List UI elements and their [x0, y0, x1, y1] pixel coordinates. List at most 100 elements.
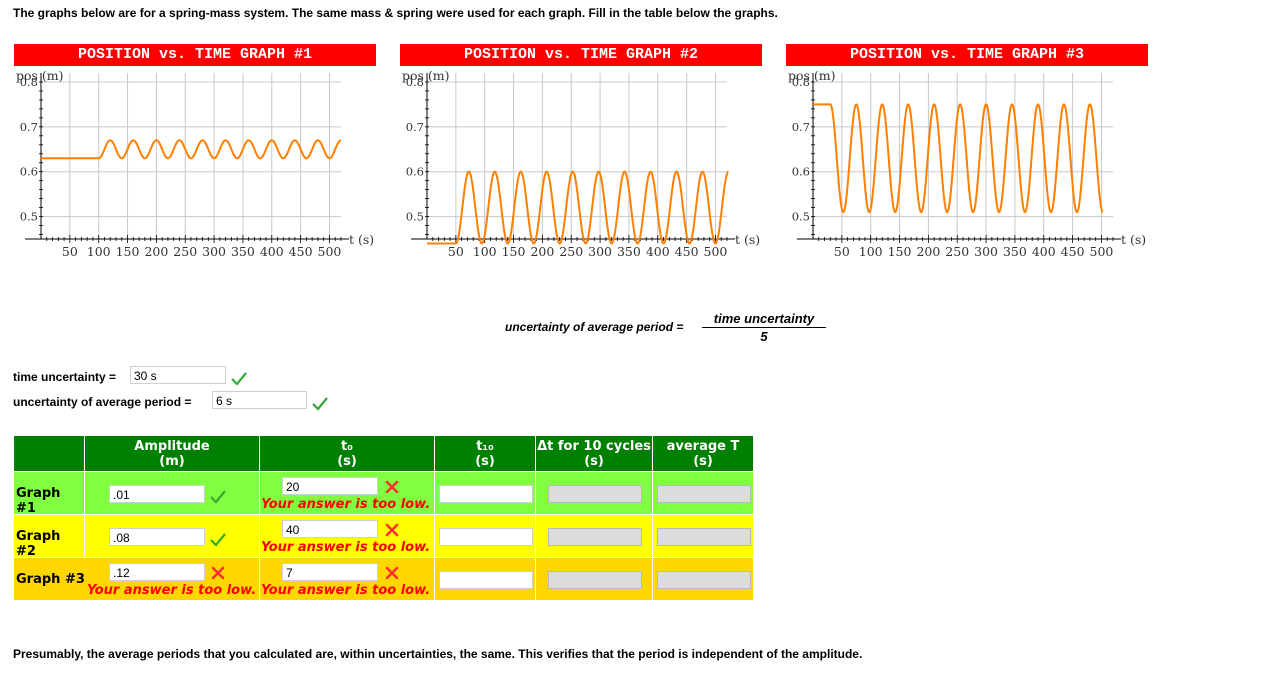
- x-tick-label: 50: [448, 244, 464, 259]
- average-t-cell: [652, 514, 754, 558]
- x-tick-label: 200: [530, 244, 554, 259]
- x-tick-label: 500: [1090, 244, 1114, 259]
- y-tick-label: 0.6: [20, 165, 38, 179]
- x-tick-label: 50: [62, 244, 78, 259]
- graph-title: POSITION vs. TIME GRAPH #2: [400, 44, 762, 66]
- x-tick-label: 450: [1061, 244, 1085, 259]
- average-t-output: [657, 528, 751, 546]
- y-axis-label: pos (m): [402, 68, 450, 83]
- y-tick-label: 0.8: [20, 75, 38, 89]
- outro-text: Presumably, the average periods that you…: [13, 647, 863, 661]
- average-t-cell: [652, 557, 754, 601]
- x-axis-label: t (s): [349, 232, 374, 247]
- cross-icon: [385, 523, 399, 537]
- t0-input[interactable]: 40: [282, 520, 378, 538]
- row-label: Graph #3: [16, 572, 85, 587]
- x-tick-label: 150: [502, 244, 526, 259]
- x-tick-label: 350: [1003, 244, 1027, 259]
- y-tick-label: 0.5: [406, 210, 424, 224]
- results-table: Amplitude (m) t₀ (s) t₁₀ (s) Δt for 10 c…: [13, 435, 754, 601]
- formula-lhs: uncertainty of average period =: [505, 320, 684, 334]
- y-axis-label: pos (m): [16, 68, 64, 83]
- y-tick-label: 0.5: [20, 210, 38, 224]
- header-average-t-label: average T: [666, 438, 740, 454]
- amplitude-input[interactable]: .12: [109, 563, 205, 581]
- header-t0-unit: (s): [337, 453, 357, 469]
- graph-plot: 50 100 150 200 250 300 350 400 450 500 0.8 0.7 0.6 0.…: [16, 68, 374, 259]
- x-axis-label: t (s): [735, 232, 760, 247]
- x-tick-label: 300: [588, 244, 612, 259]
- check-icon: [312, 397, 328, 411]
- average-t-cell: [652, 471, 754, 515]
- dt-cell: [535, 514, 653, 558]
- t0-input[interactable]: 7: [282, 563, 378, 581]
- formula-denominator: 5: [760, 329, 768, 344]
- y-tick-label: 0.5: [792, 210, 810, 224]
- t10-input[interactable]: [439, 571, 533, 589]
- amplitude-input[interactable]: .01: [109, 485, 205, 503]
- x-tick-label: 200: [144, 244, 168, 259]
- x-axis-label: t (s): [1121, 232, 1146, 247]
- t0-input[interactable]: 20: [282, 477, 378, 495]
- dt-cell: [535, 471, 653, 515]
- t10-input[interactable]: [439, 485, 533, 503]
- header-t0: t₀ (s): [259, 435, 435, 472]
- x-tick-label: 150: [888, 244, 912, 259]
- table-row: Graph #1 .01 20 Your answer is too low.: [13, 471, 754, 516]
- row-label: Graph #1: [16, 486, 61, 516]
- amplitude-input[interactable]: .08: [109, 528, 205, 546]
- feedback-too-low: Your answer is too low.: [87, 583, 257, 598]
- t10-cell: [434, 514, 536, 558]
- feedback-too-low: Your answer is too low.: [261, 540, 431, 555]
- y-tick-label: 0.8: [406, 75, 424, 89]
- feedback-too-low: Your answer is too low.: [261, 497, 431, 512]
- header-t0-label: t₀: [341, 438, 353, 454]
- time-uncertainty-input[interactable]: 30 s: [130, 366, 226, 384]
- t10-input[interactable]: [439, 528, 533, 546]
- x-tick-label: 300: [202, 244, 226, 259]
- amplitude-cell: .08: [84, 514, 260, 558]
- header-dt: Δt for 10 cycles (s): [535, 435, 653, 472]
- header-t10-unit: (s): [475, 453, 495, 469]
- position-curve: [813, 103, 1104, 214]
- dt-cell: [535, 557, 653, 601]
- x-tick-label: 400: [1032, 244, 1056, 259]
- y-tick-label: 0.6: [406, 165, 424, 179]
- x-tick-label: 450: [675, 244, 699, 259]
- dt-output: [548, 528, 642, 546]
- y-axis-label: pos (m): [788, 68, 836, 83]
- x-tick-label: 400: [646, 244, 670, 259]
- period-uncertainty-input[interactable]: 6 s: [212, 391, 307, 409]
- y-tick-label: 0.6: [792, 165, 810, 179]
- position-curve: [41, 139, 342, 160]
- table-row: Graph #3 .12 Your answer is too low. 7 Y…: [13, 557, 754, 601]
- x-tick-label: 250: [173, 244, 197, 259]
- graph-plot: 50 100 150 200 250 300 350 400 450 500 0.8 0.7 0.6 0.…: [788, 68, 1146, 259]
- position-curve: [427, 170, 729, 245]
- dt-output: [548, 485, 642, 503]
- t0-cell: 20 Your answer is too low.: [259, 471, 435, 515]
- check-icon: [210, 490, 226, 504]
- header-average-t-unit: (s): [693, 453, 713, 469]
- time-uncertainty-label: time uncertainty =: [13, 370, 117, 384]
- x-tick-label: 450: [289, 244, 313, 259]
- x-tick-label: 350: [617, 244, 641, 259]
- header-average-t: average T (s): [652, 435, 754, 472]
- graph-title: POSITION vs. TIME GRAPH #3: [786, 44, 1148, 66]
- formula-numerator: time uncertainty: [702, 311, 826, 328]
- y-tick-label: 0.7: [20, 120, 38, 134]
- x-tick-label: 250: [559, 244, 583, 259]
- header-dt-label: Δt for 10 cycles: [537, 438, 651, 454]
- header-amplitude-unit: (m): [159, 453, 185, 469]
- row-label-amplitude-cell: Graph #3 .12 Your answer is too low.: [13, 557, 260, 601]
- x-tick-label: 50: [834, 244, 850, 259]
- average-t-output: [657, 571, 751, 589]
- graph-plot: 50 100 150 200 250 300 350 400 450 500 0.8 0.7 0.6 0.…: [402, 68, 760, 259]
- x-tick-label: 500: [704, 244, 728, 259]
- header-t10-label: t₁₀: [476, 438, 494, 454]
- x-tick-label: 350: [231, 244, 255, 259]
- graph-2: POSITION vs. TIME GRAPH #2 50 100 150 200 25…: [400, 44, 762, 269]
- dt-output: [548, 571, 642, 589]
- x-tick-label: 400: [260, 244, 284, 259]
- check-icon: [210, 533, 226, 547]
